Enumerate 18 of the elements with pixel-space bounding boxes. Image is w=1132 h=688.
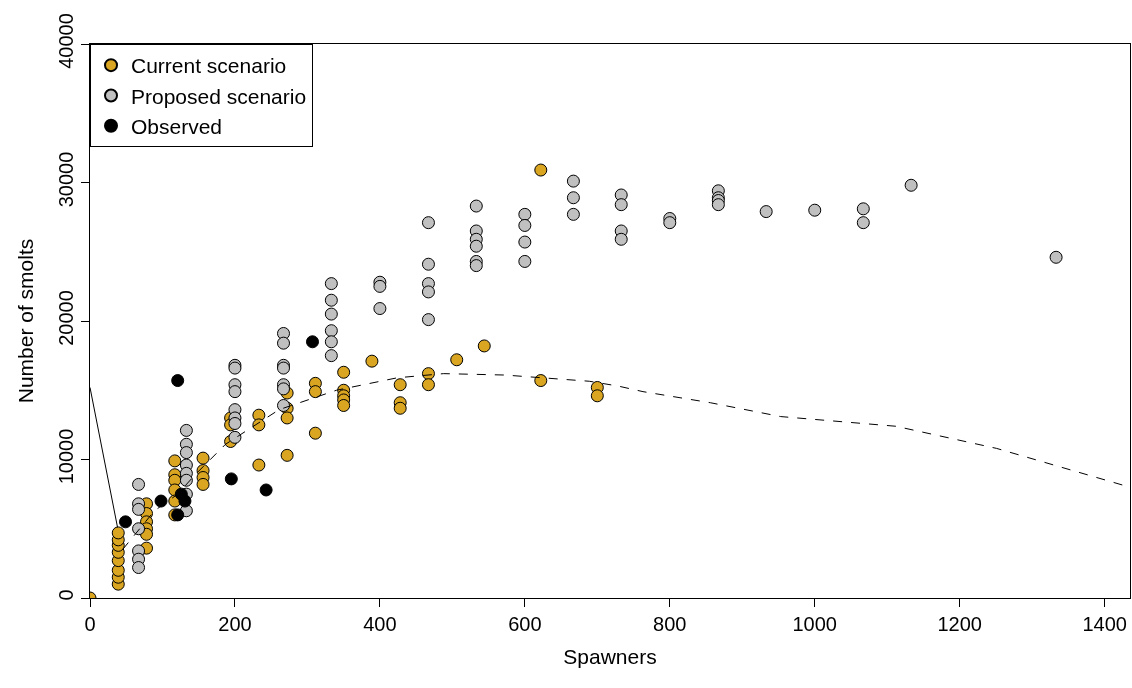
- x-tick-label: 600: [508, 613, 542, 635]
- legend-label: Current scenario: [131, 54, 287, 78]
- y-tick-label: 20000: [55, 290, 77, 346]
- x-tick-label: 800: [653, 613, 687, 635]
- y-axis-title: Number of smolts: [14, 238, 38, 404]
- y-tick-label: 40000: [55, 13, 77, 69]
- y-tick-label: 30000: [55, 151, 77, 208]
- x-axis-title: Spawners: [563, 645, 657, 669]
- legend-label: Observed: [131, 114, 223, 138]
- x-tick-label: 0: [84, 613, 96, 635]
- y-tick-label: 10000: [55, 428, 77, 485]
- x-tick-label: 400: [363, 613, 397, 635]
- x-tick-label: 1400: [1082, 613, 1127, 635]
- x-tick-label: 1000: [792, 613, 837, 635]
- y-tick-label: 0: [55, 589, 77, 601]
- legend-label: Proposed scenario: [131, 84, 307, 108]
- x-tick-label: 1200: [937, 613, 982, 635]
- x-tick-label: 200: [218, 613, 252, 635]
